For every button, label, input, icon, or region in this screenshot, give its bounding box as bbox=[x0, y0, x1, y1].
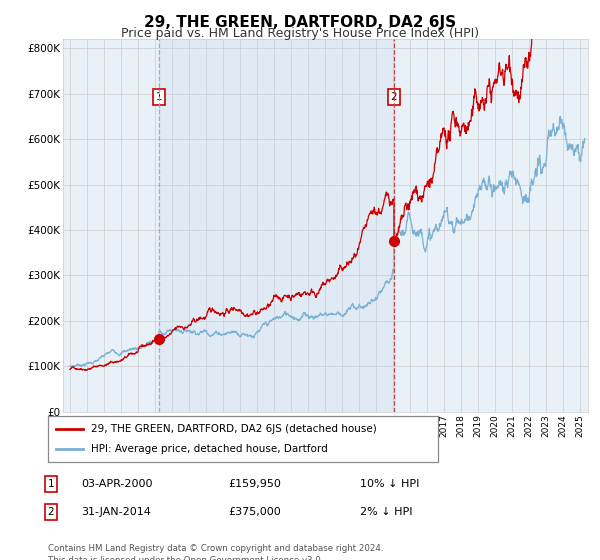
Text: £375,000: £375,000 bbox=[228, 507, 281, 517]
Text: 29, THE GREEN, DARTFORD, DA2 6JS: 29, THE GREEN, DARTFORD, DA2 6JS bbox=[144, 15, 456, 30]
Text: HPI: Average price, detached house, Dartford: HPI: Average price, detached house, Dart… bbox=[91, 444, 328, 454]
Bar bbox=[159, 39, 394, 412]
Text: 2: 2 bbox=[47, 507, 55, 517]
Text: 29, THE GREEN, DARTFORD, DA2 6JS (detached house): 29, THE GREEN, DARTFORD, DA2 6JS (detach… bbox=[91, 424, 377, 434]
Text: 03-APR-2000: 03-APR-2000 bbox=[81, 479, 152, 489]
Text: 1: 1 bbox=[47, 479, 55, 489]
Text: Contains HM Land Registry data © Crown copyright and database right 2024.
This d: Contains HM Land Registry data © Crown c… bbox=[48, 544, 383, 560]
Text: 1: 1 bbox=[155, 92, 163, 102]
Text: 2% ↓ HPI: 2% ↓ HPI bbox=[360, 507, 413, 517]
Text: 10% ↓ HPI: 10% ↓ HPI bbox=[360, 479, 419, 489]
Text: Price paid vs. HM Land Registry's House Price Index (HPI): Price paid vs. HM Land Registry's House … bbox=[121, 27, 479, 40]
Text: 2: 2 bbox=[391, 92, 397, 102]
Text: £159,950: £159,950 bbox=[228, 479, 281, 489]
Text: 31-JAN-2014: 31-JAN-2014 bbox=[81, 507, 151, 517]
